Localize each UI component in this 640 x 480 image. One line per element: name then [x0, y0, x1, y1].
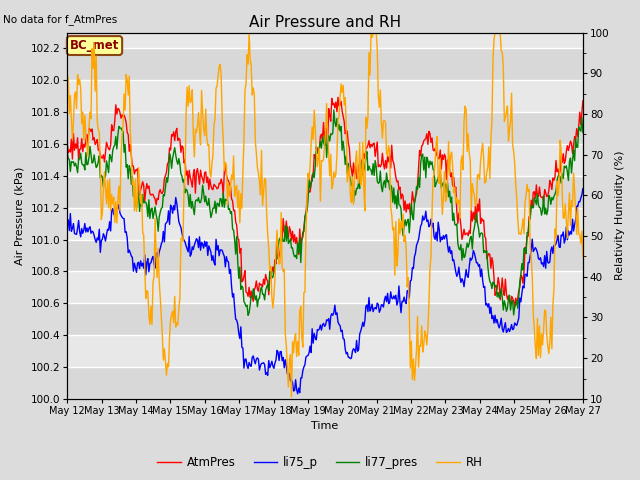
- RH: [63, 72, 71, 78]
- li77_pres: [309, 170, 317, 176]
- AtmPres: [334, 95, 342, 100]
- AtmPres: [511, 304, 518, 310]
- Y-axis label: Air Pressure (kPa): Air Pressure (kPa): [15, 167, 25, 265]
- Bar: [67, 80, 583, 112]
- Text: No data for f_AtmPres: No data for f_AtmPres: [3, 14, 118, 25]
- AtmPres: [487, 265, 495, 271]
- li75_p: [568, 231, 575, 237]
- RH: [579, 254, 587, 260]
- li77_pres: [579, 130, 587, 135]
- AtmPres: [371, 154, 379, 159]
- li75_p: [312, 337, 320, 343]
- Line: li75_p: li75_p: [67, 189, 583, 394]
- Line: li77_pres: li77_pres: [67, 110, 583, 315]
- AtmPres: [312, 156, 319, 161]
- Text: BC_met: BC_met: [70, 39, 119, 52]
- Y-axis label: Relativity Humidity (%): Relativity Humidity (%): [615, 151, 625, 280]
- li75_p: [294, 391, 301, 396]
- AtmPres: [63, 139, 71, 144]
- li75_p: [371, 305, 379, 311]
- AtmPres: [344, 129, 351, 135]
- RH: [310, 107, 318, 113]
- li77_pres: [569, 157, 577, 163]
- Bar: [67, 272, 583, 303]
- RH: [344, 172, 352, 178]
- li77_pres: [63, 149, 71, 155]
- li77_pres: [330, 107, 338, 113]
- li75_p: [344, 349, 351, 355]
- li77_pres: [372, 164, 380, 169]
- RH: [314, 164, 321, 169]
- Bar: [67, 144, 583, 176]
- li75_p: [63, 219, 71, 225]
- li77_pres: [344, 160, 352, 166]
- X-axis label: Time: Time: [312, 421, 339, 432]
- Bar: [67, 240, 583, 272]
- li75_p: [309, 340, 317, 346]
- li77_pres: [312, 144, 320, 150]
- Bar: [67, 303, 583, 335]
- Bar: [67, 335, 583, 367]
- Title: Air Pressure and RH: Air Pressure and RH: [249, 15, 401, 30]
- Bar: [67, 48, 583, 80]
- Bar: [67, 176, 583, 208]
- RH: [569, 204, 577, 209]
- li77_pres: [244, 312, 252, 318]
- li75_p: [487, 304, 495, 310]
- RH: [372, 30, 380, 36]
- Line: RH: RH: [67, 33, 583, 397]
- li75_p: [579, 186, 587, 192]
- Bar: [67, 112, 583, 144]
- RH: [245, 30, 253, 36]
- AtmPres: [579, 98, 587, 104]
- RH: [287, 394, 295, 400]
- Line: AtmPres: AtmPres: [67, 97, 583, 307]
- li77_pres: [488, 286, 496, 291]
- Bar: [67, 208, 583, 240]
- Bar: [67, 367, 583, 399]
- AtmPres: [569, 151, 577, 156]
- Legend: AtmPres, li75_p, li77_pres, RH: AtmPres, li75_p, li77_pres, RH: [153, 452, 487, 474]
- AtmPres: [308, 172, 316, 178]
- RH: [488, 119, 496, 124]
